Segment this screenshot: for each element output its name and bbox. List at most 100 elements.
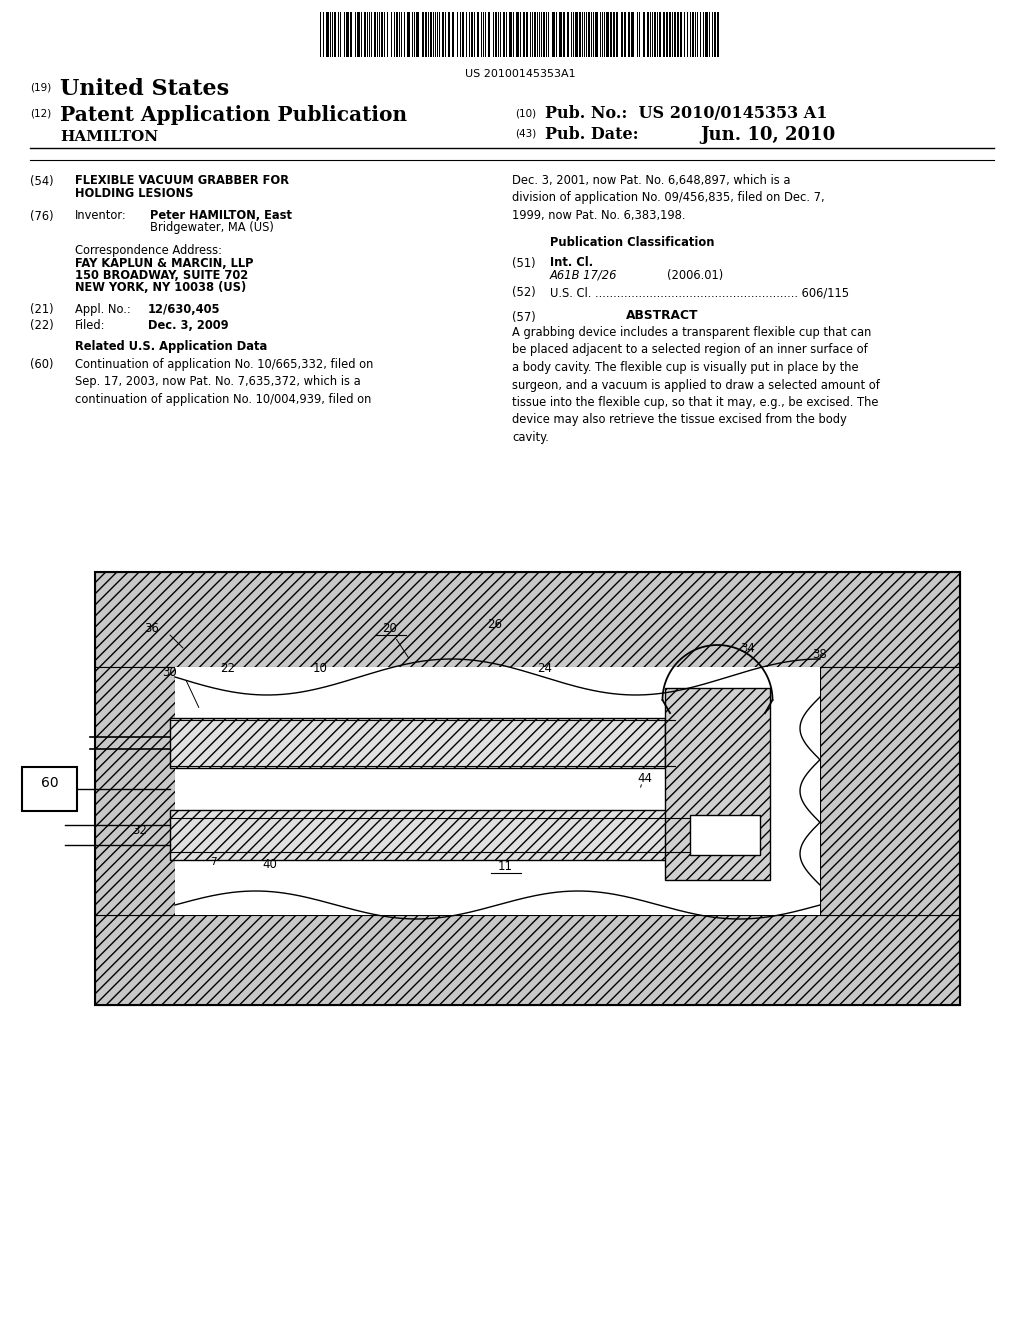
Text: 38: 38: [813, 648, 827, 661]
Bar: [442, 12, 444, 57]
Text: US 20100145353A1: US 20100145353A1: [465, 69, 575, 79]
Text: 24: 24: [538, 661, 553, 675]
Text: HOLDING LESIONS: HOLDING LESIONS: [75, 187, 194, 201]
Bar: [407, 12, 410, 57]
Bar: [350, 12, 352, 57]
Bar: [647, 12, 649, 57]
Text: Peter HAMILTON, East: Peter HAMILTON, East: [150, 209, 292, 222]
Text: 10: 10: [312, 661, 328, 675]
Text: 44: 44: [638, 771, 652, 784]
Text: (60): (60): [30, 358, 53, 371]
Bar: [552, 12, 555, 57]
Text: Bridgewater, MA (US): Bridgewater, MA (US): [150, 220, 273, 234]
Bar: [559, 12, 562, 57]
Text: FLEXIBLE VACUUM GRABBER FOR: FLEXIBLE VACUUM GRABBER FOR: [75, 174, 289, 187]
Bar: [579, 12, 581, 57]
Text: (21): (21): [30, 304, 53, 315]
Bar: [396, 12, 398, 57]
Text: Dec. 3, 2009: Dec. 3, 2009: [148, 319, 228, 333]
Bar: [477, 12, 479, 57]
Bar: [677, 12, 679, 57]
Bar: [488, 12, 490, 57]
Text: 26: 26: [487, 618, 503, 631]
Text: Correspondence Address:: Correspondence Address:: [75, 244, 222, 257]
Bar: [606, 12, 609, 57]
Text: Pub. No.:  US 2010/0145353 A1: Pub. No.: US 2010/0145353 A1: [545, 106, 827, 121]
Text: Filed:: Filed:: [75, 319, 105, 333]
Bar: [471, 12, 473, 57]
Text: 36: 36: [144, 622, 160, 635]
Bar: [449, 12, 450, 57]
Text: 11: 11: [498, 859, 512, 873]
Bar: [516, 12, 519, 57]
Bar: [334, 12, 336, 57]
Text: United States: United States: [60, 78, 229, 100]
Bar: [705, 12, 708, 57]
Bar: [717, 12, 719, 57]
Bar: [624, 12, 626, 57]
Bar: [381, 12, 383, 57]
Text: ABSTRACT: ABSTRACT: [626, 309, 698, 322]
Bar: [462, 12, 464, 57]
Text: (76): (76): [30, 210, 53, 223]
Bar: [416, 12, 419, 57]
Text: (10): (10): [515, 108, 537, 117]
Text: 30: 30: [163, 665, 177, 678]
Bar: [22, 767, 77, 810]
Bar: [357, 12, 360, 57]
Text: Continuation of application No. 10/665,332, filed on
Sep. 17, 2003, now Pat. No.: Continuation of application No. 10/665,3…: [75, 358, 374, 407]
Bar: [621, 12, 623, 57]
Bar: [326, 12, 329, 57]
Text: Pub. Date:: Pub. Date:: [545, 125, 639, 143]
Bar: [659, 12, 662, 57]
Bar: [543, 12, 545, 57]
Bar: [643, 12, 645, 57]
Bar: [610, 12, 612, 57]
Bar: [663, 12, 665, 57]
Text: A61B 17/26: A61B 17/26: [550, 269, 617, 282]
Text: Publication Classification: Publication Classification: [550, 236, 715, 249]
Bar: [503, 12, 505, 57]
Text: 20: 20: [383, 622, 397, 635]
Bar: [452, 12, 454, 57]
Polygon shape: [95, 572, 961, 667]
Bar: [666, 12, 668, 57]
Bar: [430, 12, 432, 57]
Bar: [714, 12, 716, 57]
Text: NEW YORK, NY 10038 (US): NEW YORK, NY 10038 (US): [75, 281, 246, 294]
Bar: [509, 12, 512, 57]
Bar: [374, 12, 376, 57]
Bar: [690, 814, 760, 855]
Bar: [170, 718, 665, 768]
Bar: [575, 12, 578, 57]
Text: 40: 40: [262, 858, 278, 871]
Text: Inventor:: Inventor:: [75, 209, 127, 222]
Text: FAY KAPLUN & MARCIN, LLP: FAY KAPLUN & MARCIN, LLP: [75, 257, 254, 271]
Text: (19): (19): [30, 82, 51, 92]
Text: (54): (54): [30, 176, 53, 187]
Polygon shape: [820, 667, 961, 915]
Text: Appl. No.:: Appl. No.:: [75, 304, 131, 315]
Bar: [674, 12, 676, 57]
Text: (51): (51): [512, 257, 536, 271]
Text: Related U.S. Application Data: Related U.S. Application Data: [75, 341, 267, 352]
Text: (22): (22): [30, 319, 53, 333]
Bar: [346, 12, 349, 57]
Text: 34: 34: [740, 642, 756, 655]
Text: 60: 60: [41, 776, 58, 789]
Text: Jun. 10, 2010: Jun. 10, 2010: [700, 125, 836, 144]
Bar: [534, 12, 536, 57]
Text: 22: 22: [220, 661, 236, 675]
Bar: [628, 12, 630, 57]
Bar: [523, 12, 525, 57]
Bar: [495, 12, 497, 57]
Text: (12): (12): [30, 108, 51, 117]
Text: (52): (52): [512, 286, 536, 300]
Text: (2006.01): (2006.01): [667, 269, 723, 282]
Bar: [425, 12, 427, 57]
Bar: [680, 12, 682, 57]
Text: (43): (43): [515, 128, 537, 139]
Bar: [665, 688, 770, 880]
Text: A grabbing device includes a transparent flexible cup that can
be placed adjacen: A grabbing device includes a transparent…: [512, 326, 880, 444]
Bar: [595, 12, 598, 57]
